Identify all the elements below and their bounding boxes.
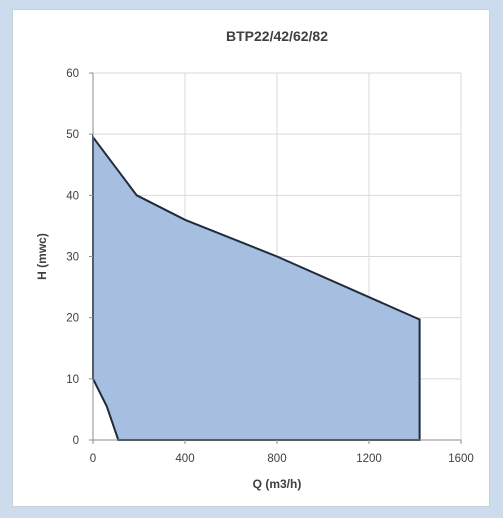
- y-tick-label-3: 30: [66, 252, 79, 264]
- chart-title: BTP22/42/62/82: [226, 28, 328, 44]
- y-tick-label-0: 0: [73, 435, 79, 447]
- chart-frame: BTP22/42/62/82 0 400 800 1200 1600 0 10 20 30 40…: [12, 9, 490, 507]
- y-tick-label-6: 60: [66, 68, 79, 80]
- x-axis-label: Q (m3/h): [253, 477, 302, 491]
- y-tick-labels: 0 10 20 30 40 50 60: [66, 68, 79, 447]
- series-area-0: [92, 134, 421, 441]
- y-tick-label-4: 40: [66, 190, 79, 202]
- y-axis-label: H (mwc): [35, 233, 49, 280]
- x-tick-label-3: 1200: [356, 453, 382, 465]
- x-tick-label-1: 400: [175, 453, 194, 465]
- x-tick-label-2: 800: [267, 453, 286, 465]
- axes: [89, 72, 462, 444]
- plot-area-series: [92, 134, 421, 441]
- y-tick-label-1: 10: [66, 374, 79, 386]
- x-tick-label-4: 1600: [448, 453, 474, 465]
- y-tick-label-2: 20: [66, 313, 79, 325]
- pump-curve-chart: BTP22/42/62/82 0 400 800 1200 1600 0 10 20 30 40…: [35, 28, 474, 491]
- y-tick-label-5: 50: [66, 129, 79, 141]
- x-tick-label-0: 0: [90, 453, 96, 465]
- x-tick-labels: 0 400 800 1200 1600: [90, 453, 474, 465]
